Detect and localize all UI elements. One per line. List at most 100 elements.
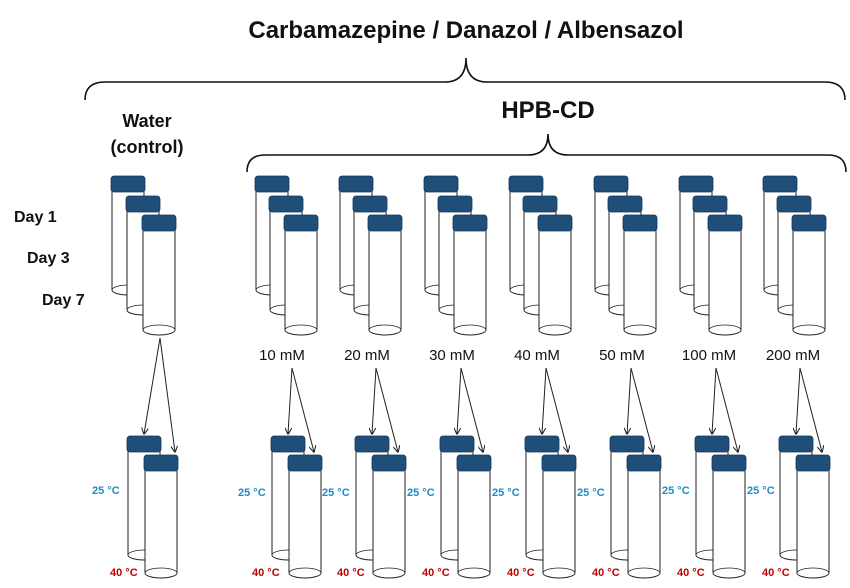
temp-25-label: 25 °C: [747, 485, 775, 497]
water-label-line1: Water: [122, 111, 171, 131]
diagram-title: Carbamazepine / Danazol / Albensazol: [248, 17, 683, 44]
hpbcd-vial-day7-group-2: [367, 214, 403, 336]
flow-arrow: [799, 367, 822, 452]
arrow-layer: [144, 337, 822, 452]
temp-40-label: 40 °C: [592, 567, 620, 579]
temp-25-label: 25 °C: [492, 487, 520, 499]
vial-cap: [439, 435, 475, 453]
water-vial-40c: [143, 454, 179, 579]
vial-cap: [270, 435, 306, 453]
day-label-1: Day 1: [14, 209, 57, 226]
vial-base-rim: [144, 567, 178, 574]
vial-cap: [692, 195, 728, 213]
vial-cap: [524, 435, 560, 453]
vial-cap: [338, 175, 374, 193]
hpbcd-vial-40c-group-4: [541, 454, 577, 579]
vial-cap: [522, 195, 558, 213]
vial-cap: [678, 175, 714, 193]
vial-cap: [508, 175, 544, 193]
top-brace: [84, 57, 846, 101]
flow-arrow: [144, 337, 161, 434]
vial-cap: [371, 454, 407, 472]
vial-base-rim: [792, 324, 826, 331]
vial-cap: [141, 214, 177, 232]
flow-arrow: [372, 367, 377, 434]
vial-body: [284, 228, 318, 336]
hpbcd-vial-40c-group-7: [795, 454, 831, 579]
vial-body: [368, 228, 402, 336]
flow-arrow: [712, 367, 717, 434]
hpbcd-vial-day7-group-5: [622, 214, 658, 336]
concentration-label-7: 200 mM: [766, 347, 820, 364]
vial-cap: [626, 454, 662, 472]
water-label-line2: (control): [111, 137, 184, 157]
temp-25-label: 25 °C: [322, 487, 350, 499]
hpbcd-vial-40c-group-3: [456, 454, 492, 579]
vial-body: [142, 228, 176, 336]
vial-cap: [593, 175, 629, 193]
temp-40-label: 40 °C: [422, 567, 450, 579]
vial-cap: [354, 435, 390, 453]
vial-base-rim: [372, 567, 406, 574]
temp-40-label: 40 °C: [110, 567, 138, 579]
concentration-label-3: 30 mM: [429, 347, 475, 364]
vial-body: [796, 468, 830, 579]
vial-body: [712, 468, 746, 579]
flow-arrow: [796, 367, 801, 434]
vial-cap: [778, 435, 814, 453]
vial-base-rim: [712, 567, 746, 574]
vial-cap: [452, 214, 488, 232]
vial-base-rim: [708, 324, 742, 331]
concentration-label-4: 40 mM: [514, 347, 560, 364]
vial-base-rim: [368, 324, 402, 331]
vial-body: [372, 468, 406, 579]
vial-body: [708, 228, 742, 336]
vial-body: [792, 228, 826, 336]
temp-40-label: 40 °C: [337, 567, 365, 579]
vial-base-rim: [627, 567, 661, 574]
hpbcd-vial-40c-group-2: [371, 454, 407, 579]
day-label-2: Day 3: [27, 250, 70, 267]
vial-body: [453, 228, 487, 336]
vial-body: [144, 468, 178, 579]
vial-cap: [352, 195, 388, 213]
vial-base-rim: [288, 567, 322, 574]
vial-cap: [268, 195, 304, 213]
vial-base-rim: [623, 324, 657, 331]
vial-cap: [541, 454, 577, 472]
vial-body: [288, 468, 322, 579]
flow-arrow: [627, 367, 632, 434]
vial-cap: [110, 175, 146, 193]
vial-cap: [437, 195, 473, 213]
vial-cap: [762, 175, 798, 193]
vial-cap: [711, 454, 747, 472]
temp-25-label: 25 °C: [92, 485, 120, 497]
vial-cap: [456, 454, 492, 472]
temp-40-label: 40 °C: [762, 567, 790, 579]
vial-base-rim: [284, 324, 318, 331]
flow-arrow: [375, 367, 398, 452]
flow-arrow: [291, 367, 314, 452]
vial-base-rim: [542, 567, 576, 574]
vial-body: [538, 228, 572, 336]
flow-arrow: [545, 367, 568, 452]
flow-arrow: [630, 367, 653, 452]
flow-arrow: [715, 367, 738, 452]
temp-25-label: 25 °C: [662, 485, 690, 497]
temp-25-label: 25 °C: [238, 487, 266, 499]
concentration-label-5: 50 mM: [599, 347, 645, 364]
vial-cap: [795, 454, 831, 472]
hpbcd-vial-40c-group-1: [287, 454, 323, 579]
vial-cap: [776, 195, 812, 213]
flow-arrow: [542, 367, 547, 434]
hpbcd-vial-day7-group-3: [452, 214, 488, 336]
concentration-label-2: 20 mM: [344, 347, 390, 364]
vial-cap: [283, 214, 319, 232]
flow-arrow: [288, 367, 293, 434]
flow-arrow: [460, 367, 483, 452]
vial-body: [542, 468, 576, 579]
vial-base-rim: [453, 324, 487, 331]
flow-arrow: [457, 367, 462, 434]
